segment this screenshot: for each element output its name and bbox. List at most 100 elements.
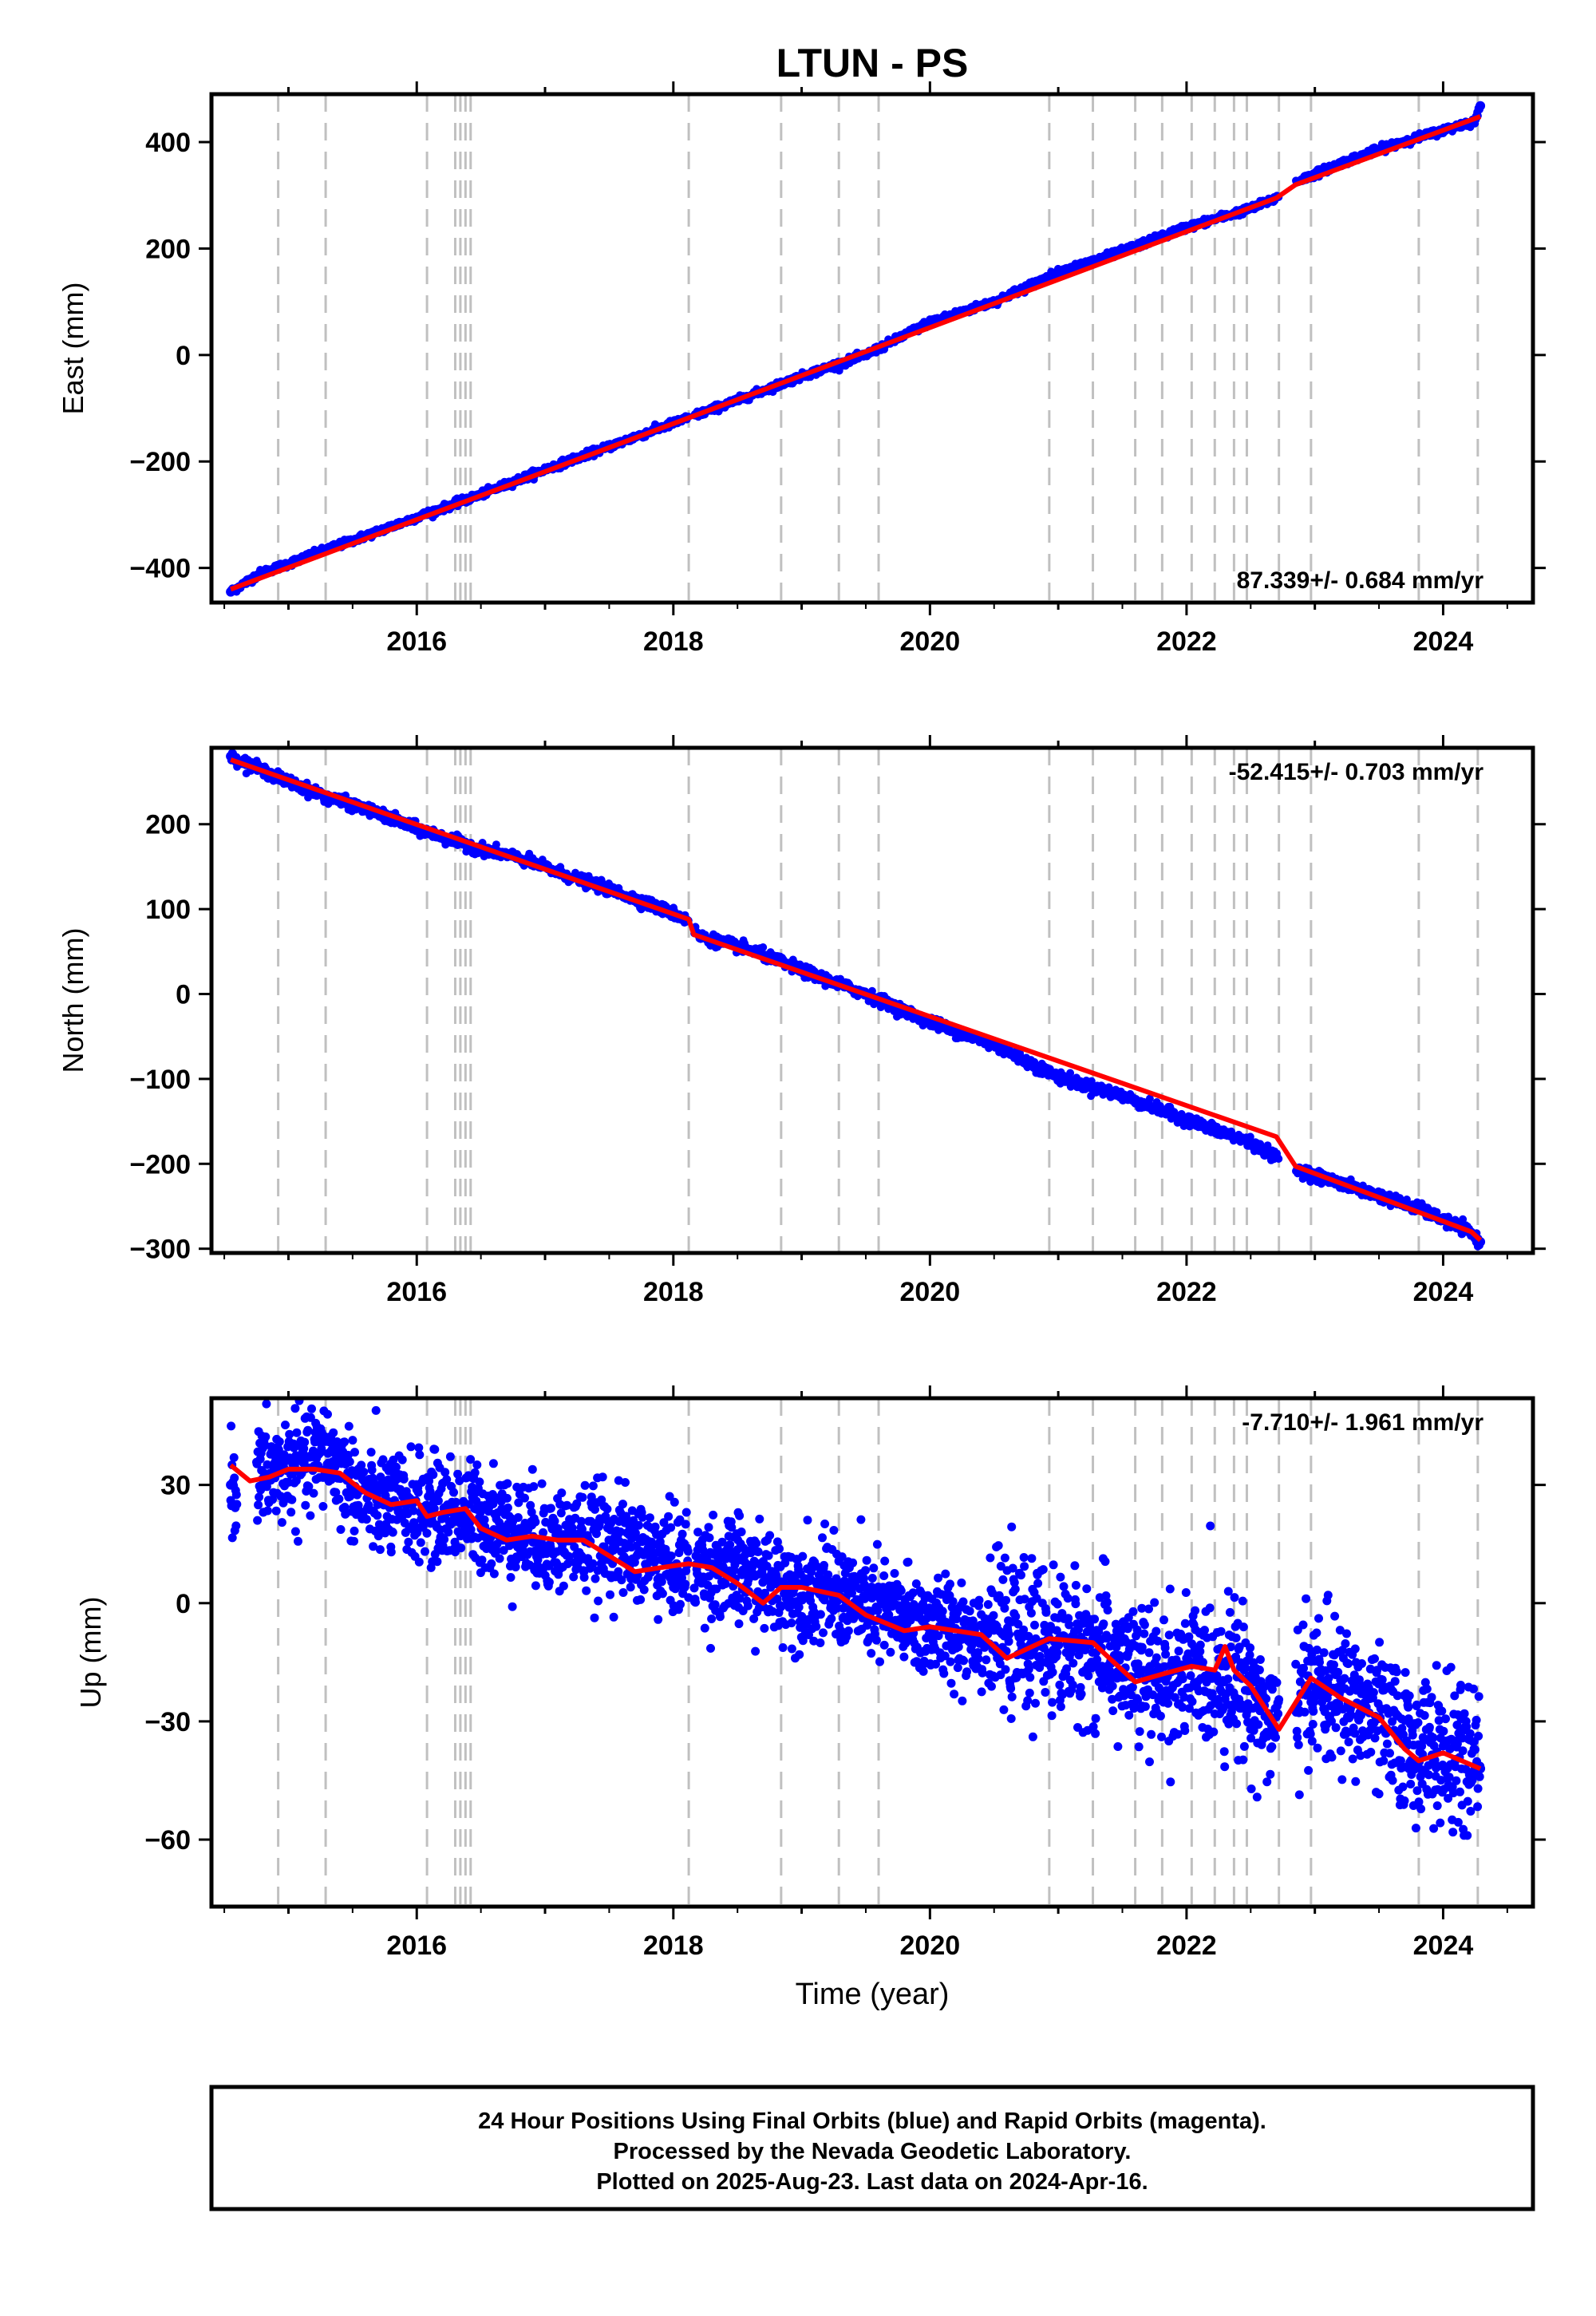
position-point: [344, 1421, 354, 1431]
position-point: [466, 1455, 476, 1464]
position-point: [452, 1497, 461, 1507]
position-point: [413, 1488, 423, 1497]
position-point: [430, 1445, 440, 1454]
position-point: [433, 1496, 443, 1506]
position-point: [331, 1488, 341, 1497]
y-tick-label: 200: [145, 234, 191, 264]
position-point: [294, 1536, 302, 1546]
position-point: [425, 1487, 435, 1496]
position-point: [227, 1421, 236, 1431]
position-point: [409, 1506, 418, 1516]
position-point: [229, 1452, 239, 1462]
y-tick-label: −300: [129, 1235, 191, 1265]
position-point: [277, 1518, 286, 1528]
position-point: [254, 1500, 263, 1510]
position-point: [292, 1428, 302, 1437]
position-point: [290, 1527, 300, 1536]
position-point: [433, 1557, 442, 1567]
position-point: [1246, 1132, 1254, 1141]
position-point: [271, 1506, 281, 1516]
position-point: [348, 1436, 358, 1445]
position-point: [263, 1460, 272, 1469]
position-point: [1145, 1094, 1154, 1103]
position-point: [449, 1488, 458, 1497]
x-tick-label: 2018: [643, 626, 704, 657]
position-point: [304, 1372, 313, 1381]
y-tick-label: −100: [129, 1065, 191, 1095]
position-point: [397, 1455, 407, 1464]
position-point: [455, 1476, 464, 1485]
position-point: [422, 1528, 432, 1538]
position-point: [299, 1444, 309, 1453]
position-point: [317, 1444, 326, 1453]
position-point: [367, 1465, 377, 1475]
position-point: [329, 1428, 338, 1437]
position-point: [350, 1536, 358, 1546]
position-point: [373, 1511, 382, 1520]
daily-position-points: [226, 1372, 1486, 1840]
position-point: [442, 1475, 452, 1484]
position-point: [1459, 1215, 1468, 1223]
x-tick-label: 2016: [386, 626, 447, 657]
north-panel: 2016 2018 2020 2022 2024−300−200−1000100200N…: [57, 735, 1546, 1307]
position-point: [456, 1543, 466, 1553]
position-point: [290, 1404, 300, 1413]
position-point: [307, 1404, 316, 1413]
position-point: [366, 1448, 376, 1457]
y-axis-label: East (mm): [57, 283, 89, 415]
position-point: [261, 1432, 271, 1441]
position-point: [263, 1506, 272, 1516]
position-point: [440, 1468, 450, 1477]
position-point: [301, 1500, 310, 1510]
position-point: [350, 1448, 359, 1457]
position-point: [262, 1399, 271, 1409]
position-point: [359, 1468, 369, 1476]
y-tick-label: −400: [129, 554, 191, 584]
position-point: [470, 1468, 480, 1477]
position-point: [453, 1469, 463, 1479]
position-point: [231, 1521, 241, 1531]
position-point: [345, 1457, 354, 1467]
position-point: [445, 1452, 455, 1461]
x-tick-label: 2016: [386, 1277, 447, 1307]
y-tick-label: −200: [129, 447, 191, 477]
position-point: [343, 1450, 353, 1460]
position-point: [444, 1528, 453, 1537]
position-point: [1476, 101, 1486, 111]
position-point: [318, 1502, 328, 1511]
position-point: [287, 1495, 297, 1504]
position-point: [404, 1537, 413, 1547]
position-point: [1263, 1141, 1272, 1150]
position-point: [357, 1460, 366, 1470]
axes-frame: [209, 745, 1535, 1255]
position-point: [304, 1482, 314, 1492]
position-point: [416, 1538, 425, 1547]
y-tick-label: 400: [145, 128, 191, 158]
position-point: [421, 1547, 429, 1556]
position-point: [378, 1455, 388, 1464]
position-point: [867, 986, 876, 995]
position-point: [253, 1516, 263, 1525]
position-point: [1066, 1069, 1075, 1077]
east-panel: 2016 2018 2020 2022 2024−400−2000200400East …: [57, 81, 1546, 657]
y-tick-label: −200: [129, 1149, 191, 1180]
position-point: [399, 1474, 409, 1484]
position-point: [336, 1525, 346, 1534]
y-tick-label: 0: [176, 341, 191, 371]
position-point: [414, 1443, 424, 1452]
model-fit-line: [230, 114, 1482, 592]
position-point: [429, 1470, 438, 1480]
position-point: [232, 1500, 242, 1509]
x-tick-label: 2020: [900, 1277, 961, 1307]
position-point: [350, 1526, 359, 1535]
position-point: [406, 1442, 416, 1452]
x-tick-label: 2018: [643, 1277, 704, 1307]
position-point: [276, 1492, 286, 1501]
position-point: [281, 1421, 290, 1429]
position-point: [309, 1488, 318, 1498]
position-point: [268, 1495, 278, 1504]
position-point: [231, 1490, 241, 1500]
y-tick-label: 0: [176, 980, 191, 1010]
position-point: [375, 1545, 385, 1555]
